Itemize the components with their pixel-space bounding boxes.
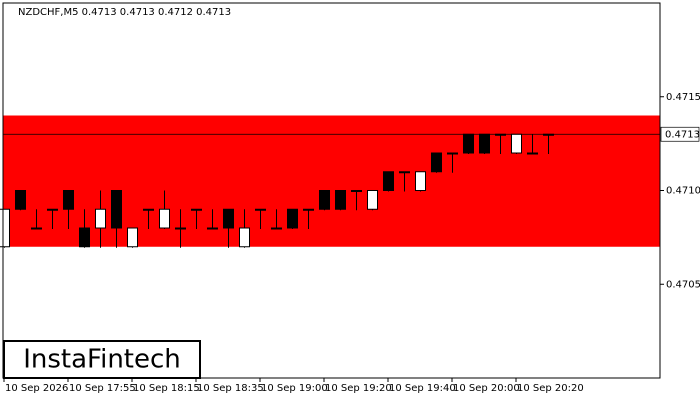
last-price-label: 0.4713	[665, 129, 700, 140]
candle-body	[191, 208, 202, 211]
x-tick-label: 10 Sep 2026	[5, 383, 68, 394]
candle-body	[335, 190, 346, 210]
x-tick-label: 10 Sep 19:20	[325, 383, 392, 394]
candle-body	[95, 208, 106, 229]
candle-body	[239, 227, 250, 248]
logo: InstaFintech	[23, 345, 181, 375]
logo-box	[3, 340, 201, 379]
candle-body	[367, 190, 378, 210]
candle-body	[223, 208, 234, 229]
candle-body	[271, 227, 282, 230]
y-tick-label: 0.4715	[666, 92, 700, 103]
x-tick-label: 10 Sep 18:35	[197, 383, 264, 394]
candle-body	[287, 208, 298, 229]
candle-body	[0, 208, 10, 248]
candle-body	[479, 133, 490, 154]
x-tick-label: 10 Sep 19:40	[389, 383, 456, 394]
candle-body	[303, 208, 314, 211]
x-tick-label: 10 Sep 18:15	[133, 383, 200, 394]
candle-body	[383, 171, 394, 191]
plot-area	[0, 115, 660, 248]
candle-body	[399, 171, 410, 174]
x-tick-label: 10 Sep 20:20	[517, 383, 584, 394]
candle-body	[63, 190, 74, 210]
candle-body	[175, 227, 186, 230]
candle-body	[255, 208, 266, 211]
candle-body	[511, 133, 522, 154]
candle-body	[415, 171, 426, 191]
candle-body	[15, 190, 26, 210]
chart-title: NZDCHF,M5 0.4713 0.4713 0.4712 0.4713	[18, 7, 231, 18]
x-tick-label: 10 Sep 19:00	[261, 383, 328, 394]
candle-body	[111, 190, 122, 229]
candle-body	[143, 208, 154, 211]
y-tick-label: 0.4705	[666, 279, 700, 290]
candle-body	[527, 152, 538, 155]
candle-body	[431, 152, 442, 173]
candle-body	[79, 227, 90, 248]
x-tick-label: 10 Sep 20:00	[453, 383, 520, 394]
candle-body	[351, 190, 362, 192]
candle-body	[159, 208, 170, 229]
candle-body	[463, 133, 474, 154]
candle-body	[207, 227, 218, 230]
last-price-tag	[660, 126, 700, 142]
candle-body	[319, 190, 330, 210]
y-tick-label: 0.4710	[666, 186, 700, 197]
candle-body	[47, 208, 58, 211]
candle-body	[447, 152, 458, 155]
candle-body	[31, 227, 42, 230]
candle-body	[127, 227, 138, 248]
x-tick-label: 10 Sep 17:55	[69, 383, 136, 394]
